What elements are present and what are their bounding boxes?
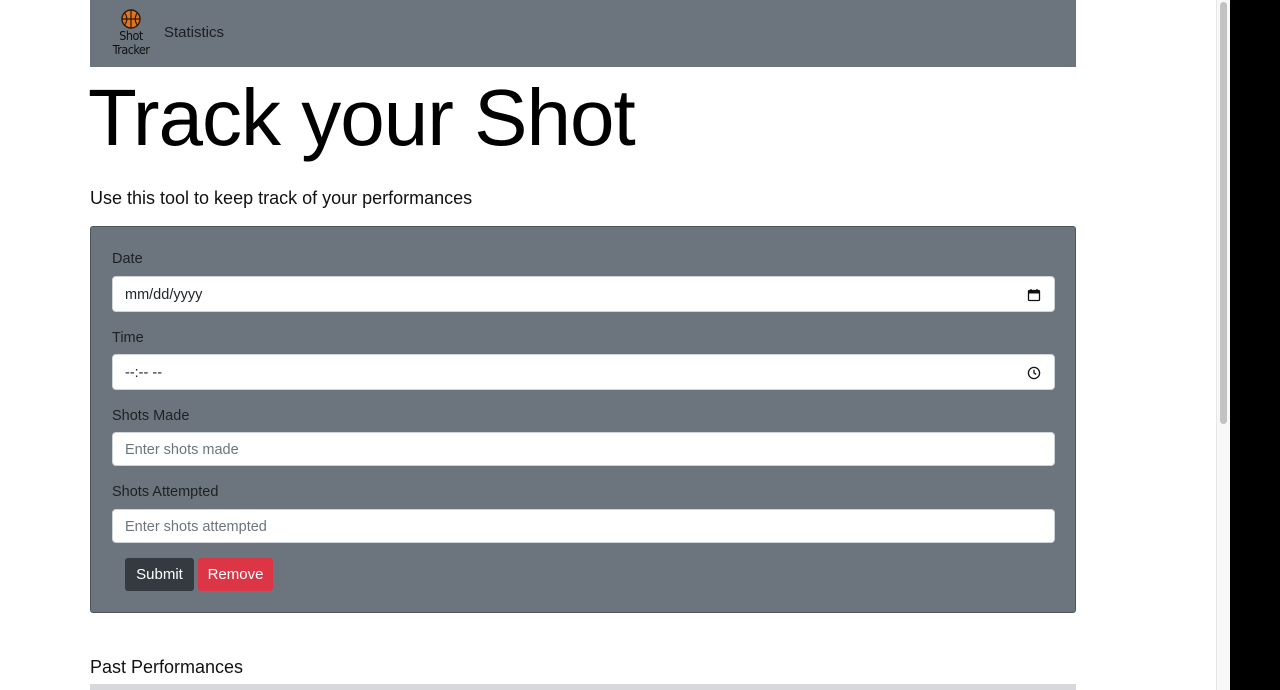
brand-line-1: Shot bbox=[119, 28, 143, 43]
vertical-scrollbar[interactable] bbox=[1216, 0, 1230, 690]
page-title: Track your Shot bbox=[88, 73, 636, 162]
shots-made-placeholder: Enter shots made bbox=[125, 442, 239, 458]
navbar: Shot Tracker Statistics bbox=[90, 0, 1076, 67]
date-label: Date bbox=[112, 251, 143, 267]
page-viewport: Shot Tracker Statistics Track your Shot … bbox=[88, 0, 1076, 690]
shots-made-label: Shots Made bbox=[112, 408, 190, 424]
clock-icon[interactable] bbox=[1027, 366, 1041, 380]
brand-logo[interactable]: Shot Tracker bbox=[109, 9, 153, 59]
shots-attempted-placeholder: Enter shots attempted bbox=[125, 519, 267, 535]
past-performances-title: Past Performances bbox=[90, 657, 244, 677]
shots-made-input[interactable]: Enter shots made bbox=[112, 432, 1055, 466]
time-input-value: --:-- -- bbox=[125, 365, 163, 381]
shots-attempted-input[interactable]: Enter shots attempted bbox=[112, 509, 1055, 543]
date-input-value: mm/dd/yyyy bbox=[125, 287, 203, 303]
brand-line-2: Tracker bbox=[112, 42, 150, 57]
scrollbar-thumb[interactable] bbox=[1220, 2, 1227, 424]
date-input[interactable]: mm/dd/yyyy bbox=[112, 276, 1055, 312]
basketball-icon bbox=[121, 9, 141, 29]
submit-button[interactable]: Submit bbox=[125, 558, 194, 591]
brand-name: Shot Tracker bbox=[111, 29, 151, 57]
nav-link-statistics[interactable]: Statistics bbox=[164, 24, 225, 41]
past-performances-table bbox=[90, 684, 1076, 690]
performance-form: Date mm/dd/yyyy Time --:-- -- Shots Made… bbox=[90, 226, 1076, 613]
page-subtitle: Use this tool to keep track of your perf… bbox=[90, 188, 473, 208]
screen-edge bbox=[1230, 0, 1280, 690]
calendar-icon[interactable] bbox=[1027, 288, 1041, 302]
remove-button[interactable]: Remove bbox=[198, 558, 273, 591]
time-label: Time bbox=[112, 330, 144, 346]
time-input[interactable]: --:-- -- bbox=[112, 354, 1055, 390]
shots-attempted-label: Shots Attempted bbox=[112, 484, 219, 500]
